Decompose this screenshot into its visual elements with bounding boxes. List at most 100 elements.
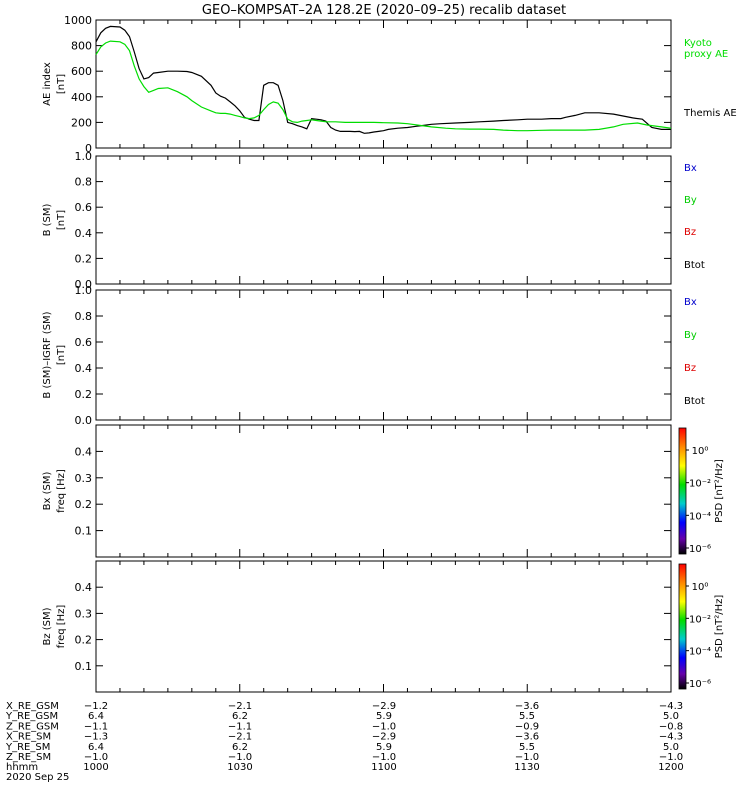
y-tick-label: 0.2 xyxy=(75,498,93,511)
y-tick-label: 0.4 xyxy=(75,445,93,458)
y-tick-label: 0.2 xyxy=(75,252,93,265)
panel-frame xyxy=(95,155,672,285)
y-axis-label: [nT] xyxy=(56,210,67,230)
orbit-value: −3.6 xyxy=(515,732,539,743)
y-tick-label: 0.2 xyxy=(75,634,93,647)
orbit-value: −4.3 xyxy=(659,701,683,712)
y-axis-label: [nT] xyxy=(56,345,67,365)
y-axis-label: AE index xyxy=(42,62,53,106)
y-tick-label: 0.0 xyxy=(75,278,93,291)
legend-label: Bz xyxy=(684,363,696,374)
colorbar-tick-label: 10⁰ xyxy=(692,582,709,593)
y-tick-label: 0.3 xyxy=(75,607,93,620)
orbit-row-label: hhmm xyxy=(6,762,38,773)
orbit-row-label: X_RE_GSM xyxy=(6,701,59,712)
y-axis-label: B (SM) xyxy=(42,203,53,236)
colorbar-tick-label: 10⁻⁶ xyxy=(689,679,711,690)
series-line-themis-ae xyxy=(95,25,671,134)
y-tick-label: 0.8 xyxy=(75,310,93,323)
orbit-value: 5.0 xyxy=(663,742,679,753)
panel-frame xyxy=(95,424,672,558)
y-axis-label: Bx (SM) xyxy=(42,472,53,511)
orbit-value: −1.1 xyxy=(84,721,108,732)
colorbar-tick-label: 10⁻⁴ xyxy=(689,647,711,658)
y-tick-label: 800 xyxy=(71,40,92,53)
panel-bx_spec: 0.1 0.2 0.3 0.4 Bx (SM) freq [Hz] 10⁰ 10⁻² 10⁻⁴ 1… xyxy=(42,424,725,558)
panel-frame xyxy=(95,560,672,693)
orbit-value: 5.9 xyxy=(376,711,392,722)
series-line-kyoto-proxy-ae xyxy=(95,40,672,132)
y-tick-label: 0.1 xyxy=(75,660,93,673)
orbit-row-label: Z_RE_GSM xyxy=(6,721,59,732)
orbit-value: 6.4 xyxy=(88,711,104,722)
y-tick-label: 0.8 xyxy=(75,176,93,189)
orbit-value: −1.0 xyxy=(372,721,396,732)
y-tick-label: 0.4 xyxy=(75,362,93,375)
colorbar-tick-label: 10⁰ xyxy=(692,446,709,457)
legend-label: Bx xyxy=(684,297,697,308)
orbit-value: −1.0 xyxy=(659,752,683,763)
orbit-value: 6.2 xyxy=(232,711,248,722)
y-axis-label: freq [Hz] xyxy=(56,605,67,649)
panel-bz_spec: 0.1 0.2 0.3 0.4 Bz (SM) freq [Hz] 10⁰ 10⁻² 10⁻⁴ 1… xyxy=(42,560,725,693)
colorbar-label: PSD [nT²/Hz] xyxy=(714,595,725,659)
orbit-value: −3.6 xyxy=(515,701,539,712)
orbit-value: −0.9 xyxy=(515,721,539,732)
legend-label: By xyxy=(684,195,697,206)
y-axis-label: freq [Hz] xyxy=(56,469,67,513)
colorbar-tick-label: 10⁻⁴ xyxy=(689,511,711,522)
orbit-value: 6.2 xyxy=(232,742,248,753)
orbit-value: −1.2 xyxy=(84,701,108,712)
orbit-row-label: Y_RE_SM xyxy=(5,742,50,753)
panel-b_sm_igrf: 0.0 0.2 0.4 0.6 0.8 1.0 B (SM)–IGRF (SM) [nT] Bx… xyxy=(42,284,705,427)
orbit-value: −1.0 xyxy=(372,752,396,763)
orbit-value: 6.4 xyxy=(88,742,104,753)
orbit-row-label: Y_RE_GSM xyxy=(5,711,58,722)
y-tick-label: 600 xyxy=(71,65,92,78)
orbit-value: 1130 xyxy=(514,762,539,773)
orbit-value: 5.0 xyxy=(663,711,679,722)
y-tick-label: 0.4 xyxy=(75,581,93,594)
orbit-value: −2.9 xyxy=(372,732,396,743)
legend-label: Bx xyxy=(684,163,697,174)
colorbar-tick-label: 10⁻⁶ xyxy=(689,544,711,555)
legend-label: Btot xyxy=(684,396,705,407)
colorbar xyxy=(678,563,687,690)
colorbar-tick-label: 10⁻² xyxy=(689,614,711,625)
orbit-value: −1.0 xyxy=(515,752,539,763)
orbit-value: 1000 xyxy=(83,762,108,773)
y-tick-label: 400 xyxy=(71,91,92,104)
orbit-value: −0.8 xyxy=(659,721,683,732)
orbit-value: 5.5 xyxy=(519,711,535,722)
y-axis-label: [nT] xyxy=(56,74,67,94)
orbit-value: 1200 xyxy=(658,762,683,773)
orbit-row-label: X_RE_SM xyxy=(6,732,51,743)
orbit-value: 1100 xyxy=(371,762,396,773)
legend-label: Themis AE xyxy=(683,108,737,119)
y-tick-label: 0.1 xyxy=(75,525,93,538)
orbit-value: −1.3 xyxy=(84,732,108,743)
y-tick-label: 1000 xyxy=(64,14,92,27)
legend-label: By xyxy=(684,330,697,341)
orbit-value: −1.0 xyxy=(228,752,252,763)
y-tick-label: 0.6 xyxy=(75,336,93,349)
chart-title: GEO–KOMPSAT–2A 128.2E (2020–09–25) recal… xyxy=(202,3,566,18)
panel-frame xyxy=(95,19,672,149)
orbit-value: 1030 xyxy=(227,762,252,773)
legend-label: Bz xyxy=(684,227,696,238)
orbit-value: −2.9 xyxy=(372,701,396,712)
legend-label: Btot xyxy=(684,260,705,271)
orbit-value: −4.3 xyxy=(659,732,683,743)
panel-b_sm: 0.0 0.2 0.4 0.6 0.8 1.0 B (SM) [nT] Bx By Bz Btot xyxy=(42,150,705,291)
panel-ae: 0 200 400 600 800 1000 AE index [nT] Kyoto proxy … xyxy=(42,14,737,155)
colorbar xyxy=(678,427,687,555)
y-tick-label: 1.0 xyxy=(75,284,93,297)
y-axis-label: B (SM)–IGRF (SM) xyxy=(42,311,53,398)
panel-frame xyxy=(95,289,672,421)
orbit-value: −1.1 xyxy=(228,721,252,732)
y-tick-label: 0 xyxy=(85,142,92,155)
colorbar-tick-label: 10⁻² xyxy=(689,479,711,490)
orbit-value: 5.9 xyxy=(376,742,392,753)
y-tick-label: 0.6 xyxy=(75,201,93,214)
